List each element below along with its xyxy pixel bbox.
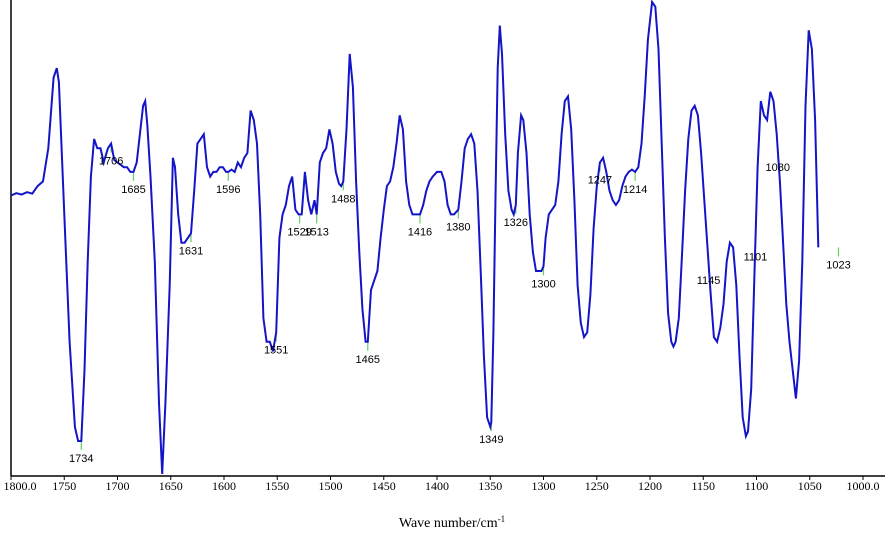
x-tick-label: 1150 — [691, 479, 715, 493]
peak-label-1529: 1529 — [287, 226, 311, 238]
x-tick-label: 1500 — [319, 479, 343, 493]
peak-label-1685: 1685 — [121, 184, 145, 196]
peak-label-1101: 1101 — [744, 252, 768, 264]
peak-label-1300: 1300 — [531, 278, 555, 290]
peak-label-1734: 1734 — [69, 453, 93, 465]
peak-label-1214: 1214 — [623, 184, 647, 196]
peak-label-1488: 1488 — [331, 193, 355, 205]
x-axis-ticks: 1800.0 1750 1700 1650 1600 1550 1500 1450 1400 13… — [4, 476, 880, 493]
x-tick-label: 1100 — [745, 479, 769, 493]
x-tick-label: 1750 — [52, 479, 76, 493]
x-axis-title: Wave number/cm-1 — [399, 514, 505, 531]
peak-label-1023: 1023 — [826, 259, 850, 271]
peak-label-1349: 1349 — [479, 434, 503, 446]
x-tick-label: 1300 — [532, 479, 556, 493]
peak-label-1631: 1631 — [179, 245, 203, 257]
peak-label-1145: 1145 — [697, 275, 721, 287]
x-tick-label: 1450 — [372, 479, 396, 493]
x-tick-label: 1250 — [585, 479, 609, 493]
peak-label-1416: 1416 — [408, 226, 432, 238]
peak-label-1465: 1465 — [356, 354, 380, 366]
x-tick-label: 1400 — [425, 479, 449, 493]
x-tick-label: 1050 — [798, 479, 822, 493]
peak-label-1080: 1080 — [766, 162, 790, 174]
peak-label-1513: 1513 — [304, 226, 328, 238]
peak-label-1380: 1380 — [446, 222, 470, 234]
x-axis-title-superscript: -1 — [498, 514, 506, 524]
x-tick-label: 1650 — [159, 479, 183, 493]
x-tick-label: 1800.0 — [4, 479, 37, 493]
x-tick-label: 1700 — [106, 479, 130, 493]
peak-label-1326: 1326 — [504, 217, 528, 229]
x-tick-label: 1600 — [212, 479, 236, 493]
peak-label-1247: 1247 — [588, 174, 612, 186]
spectrum-line — [10, 0, 820, 475]
x-tick-label: 1000.0 — [847, 479, 880, 493]
x-tick-label: 1550 — [265, 479, 289, 493]
x-tick-label: 1200 — [638, 479, 662, 493]
x-tick-label: 1350 — [478, 479, 502, 493]
peak-label-1596: 1596 — [216, 184, 240, 196]
peak-label-1706: 1706 — [99, 156, 123, 168]
peak-label-1551: 1551 — [264, 344, 288, 356]
x-axis-title-text: Wave number/cm — [399, 516, 498, 531]
